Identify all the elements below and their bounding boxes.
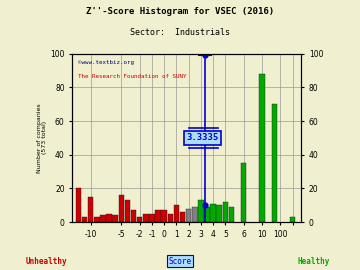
Text: Unhealthy: Unhealthy xyxy=(26,257,68,266)
Bar xyxy=(186,209,192,222)
Bar xyxy=(76,188,81,222)
Bar xyxy=(137,217,143,222)
Bar xyxy=(229,207,234,222)
Text: Score: Score xyxy=(168,257,192,266)
Bar xyxy=(125,200,130,222)
Text: The Research Foundation of SUNY: The Research Foundation of SUNY xyxy=(78,74,187,79)
Bar xyxy=(143,214,149,222)
Bar xyxy=(210,204,216,222)
Bar xyxy=(112,215,118,222)
Text: Z''-Score Histogram for VSEC (2016): Z''-Score Histogram for VSEC (2016) xyxy=(86,7,274,16)
Bar xyxy=(241,163,247,222)
Bar xyxy=(82,217,87,222)
Text: 3.3335: 3.3335 xyxy=(186,133,219,142)
Bar xyxy=(88,197,94,222)
Bar xyxy=(192,207,198,222)
Bar xyxy=(259,74,265,222)
Bar xyxy=(204,207,210,222)
Bar xyxy=(131,210,136,222)
Text: Sector:  Industrials: Sector: Industrials xyxy=(130,28,230,37)
Bar xyxy=(271,104,277,222)
Y-axis label: Number of companies
(573 total): Number of companies (573 total) xyxy=(37,103,48,173)
Bar xyxy=(106,214,112,222)
Bar xyxy=(167,214,173,222)
Bar xyxy=(100,215,106,222)
Bar xyxy=(155,210,161,222)
Bar xyxy=(149,214,155,222)
Bar xyxy=(94,217,100,222)
Bar xyxy=(180,212,185,222)
Bar xyxy=(161,210,167,222)
Bar xyxy=(216,205,222,222)
Bar xyxy=(290,217,296,222)
Text: ©www.textbiz.org: ©www.textbiz.org xyxy=(78,60,134,65)
Bar xyxy=(118,195,124,222)
Bar xyxy=(222,202,228,222)
Bar xyxy=(174,205,179,222)
Bar xyxy=(198,200,204,222)
Text: Healthy: Healthy xyxy=(297,257,329,266)
